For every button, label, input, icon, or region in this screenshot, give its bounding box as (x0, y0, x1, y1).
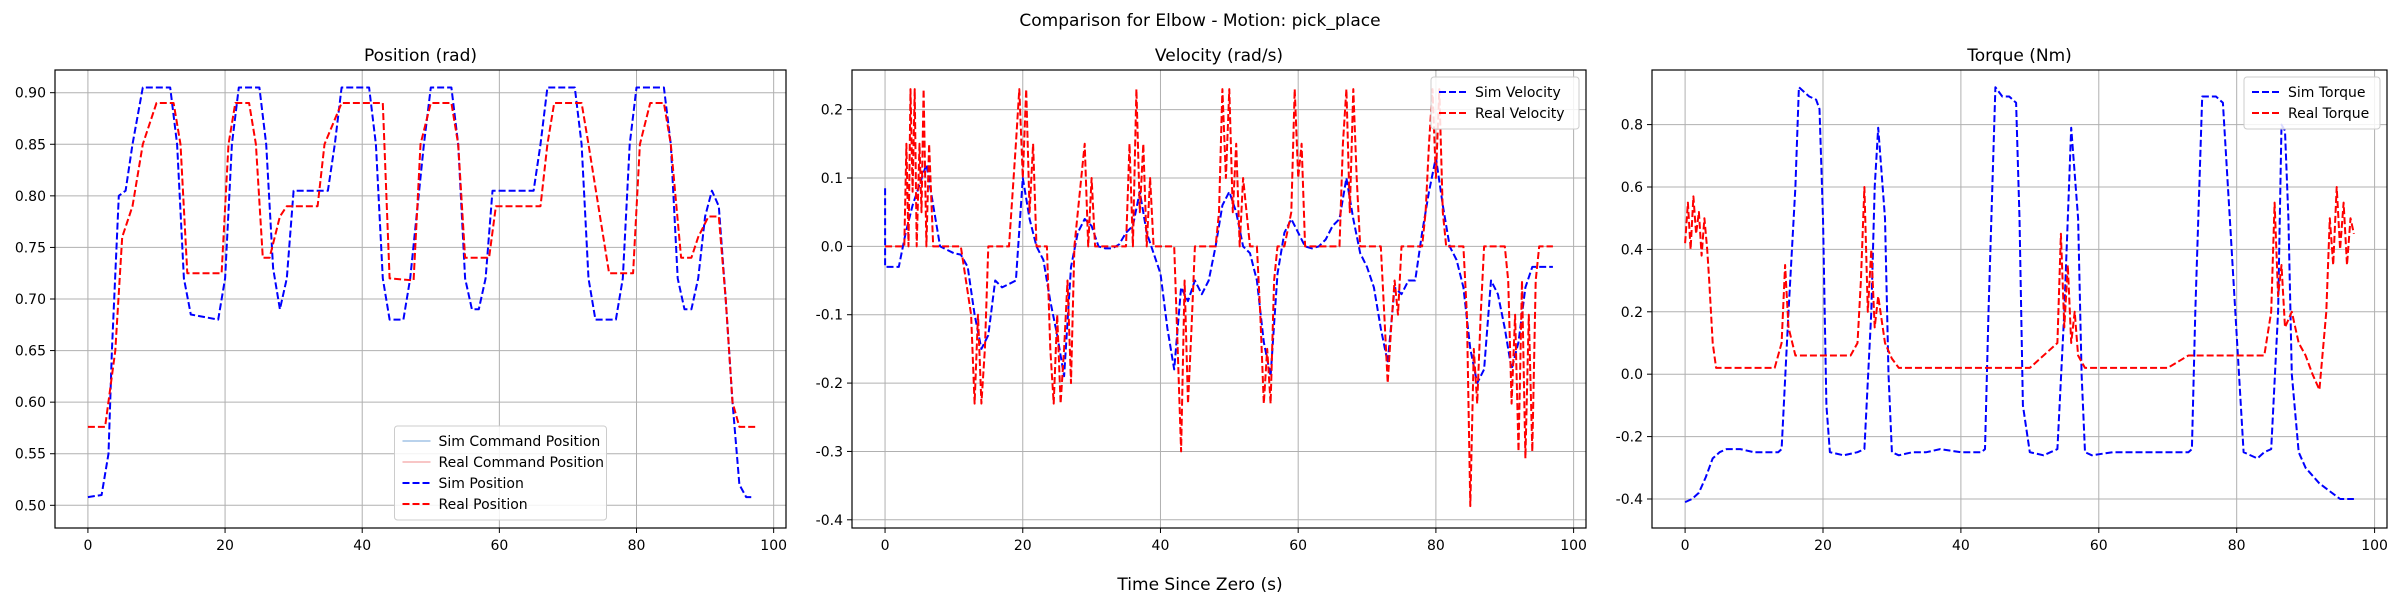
torque-ytick-label: 0.6 (1621, 180, 1643, 196)
torque-legend: Sim Torque Real Torque (2243, 76, 2381, 130)
velocity-xtick-label: 100 (1560, 538, 1587, 554)
position-legend-label: Real Command Position (439, 455, 605, 471)
velocity-legend-box (1430, 76, 1580, 130)
torque-xtick-label: 80 (2228, 538, 2246, 554)
position-xtick-label: 40 (353, 538, 371, 554)
position-title: Position (rad) (364, 46, 477, 66)
torque-ytick-label: -0.2 (1616, 430, 1643, 446)
torque-ytick-label: 0.4 (1621, 242, 1643, 258)
position-legend: Sim Command Position Real Command Positio… (394, 425, 607, 521)
position-xtick-label: 60 (490, 538, 508, 554)
velocity-series-sim-velocity (884, 156, 1553, 385)
figure-suptitle: Comparison for Elbow - Motion: pick_plac… (1019, 11, 1380, 31)
velocity-ytick-label: -0.3 (816, 444, 843, 460)
velocity-xtick-label: 40 (1152, 538, 1170, 554)
torque-legend-label: Sim Torque (2288, 85, 2366, 101)
velocity-ytick-label: -0.1 (816, 308, 843, 324)
torque-legend-label: Real Torque (2288, 106, 2369, 122)
position-legend-label: Real Position (439, 497, 528, 513)
position-legend-box (394, 425, 607, 521)
velocity-xtick-label: 0 (881, 538, 890, 554)
position-panel: Position (rad) 0 20 40 60 80 100 0.50 0.55 0.60 0.… (15, 46, 787, 554)
position-axes-frame (54, 69, 787, 529)
torque-ytick-label: 0.2 (1621, 305, 1643, 321)
position-xtick-label: 100 (760, 538, 787, 554)
torque-series-real-torque (1684, 186, 2355, 391)
velocity-xtick-label: 20 (1014, 538, 1032, 554)
position-ytick-label: 0.85 (15, 137, 46, 153)
position-xtick-label: 0 (83, 538, 92, 554)
position-xtick-label: 20 (216, 538, 234, 554)
torque-xtick-label: 0 (1681, 538, 1690, 554)
torque-xtick-label: 60 (2090, 538, 2108, 554)
velocity-legend-label: Real Velocity (1475, 106, 1565, 122)
position-ytick-label: 0.60 (15, 395, 46, 411)
position-ytick-label: 0.50 (15, 498, 46, 514)
velocity-legend: Sim Velocity Real Velocity (1430, 76, 1580, 130)
torque-axes-frame (1651, 69, 2388, 529)
position-xtick-label: 80 (628, 538, 646, 554)
velocity-ytick-label: 0.2 (821, 103, 843, 119)
velocity-xtick-label: 80 (1427, 538, 1445, 554)
torque-title: Torque (Nm) (1966, 46, 2072, 66)
velocity-axes-frame (851, 69, 1587, 529)
velocity-xtick-label: 60 (1289, 538, 1307, 554)
position-series-real-position (87, 102, 757, 428)
velocity-title: Velocity (rad/s) (1155, 46, 1283, 66)
velocity-ytick-label: -0.4 (816, 513, 843, 529)
torque-panel: Torque (Nm) 0 20 40 60 80 100 -0.4 -0.2 0.0 0.2 0.4… (1616, 46, 2388, 554)
figure-xlabel: Time Since Zero (s) (1116, 575, 1282, 595)
torque-xtick-label: 100 (2361, 538, 2388, 554)
position-ytick-label: 0.55 (15, 447, 46, 463)
velocity-ytick-label: 0.0 (821, 239, 843, 255)
torque-ytick-label: 0.8 (1621, 118, 1643, 134)
torque-xtick-label: 20 (1814, 538, 1832, 554)
torque-series-sim-torque (1684, 86, 2354, 504)
position-series-sim-position (87, 86, 754, 499)
torque-ytick-label: -0.4 (1616, 492, 1643, 508)
position-ytick-label: 0.75 (15, 240, 46, 256)
velocity-ytick-label: -0.2 (816, 376, 843, 392)
torque-legend-box (2243, 76, 2381, 130)
velocity-series-real-velocity (885, 88, 1553, 508)
position-ytick-label: 0.65 (15, 344, 46, 360)
torque-ytick-label: 0.0 (1621, 367, 1643, 383)
position-legend-label: Sim Command Position (439, 434, 601, 450)
velocity-panel: Velocity (rad/s) 0 20 40 60 80 100 -0.4 -0.3 -0.2… (816, 46, 1587, 554)
torque-xtick-label: 40 (1952, 538, 1970, 554)
velocity-legend-label: Sim Velocity (1475, 85, 1561, 101)
position-ytick-label: 0.70 (15, 292, 46, 308)
position-legend-label: Sim Position (439, 476, 524, 492)
position-ytick-label: 0.80 (15, 189, 46, 205)
position-ytick-label: 0.90 (15, 86, 46, 102)
velocity-ytick-label: 0.1 (821, 171, 843, 187)
